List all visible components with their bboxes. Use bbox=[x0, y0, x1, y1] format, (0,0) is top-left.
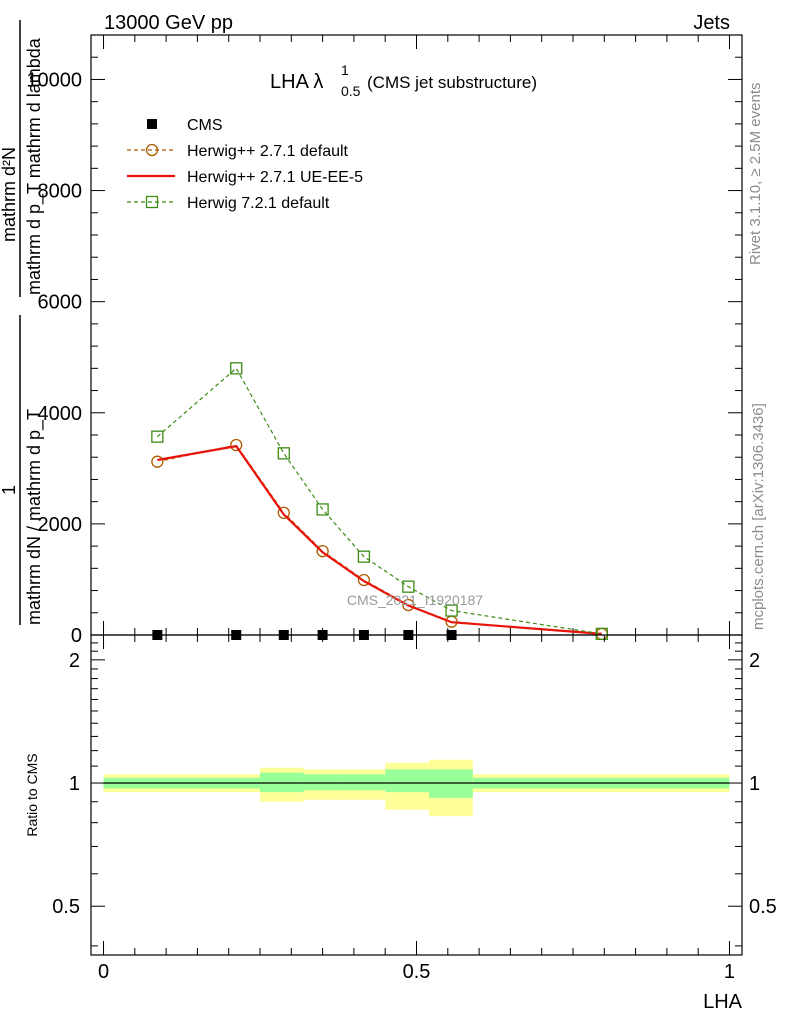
main-y-tick-label: 10000 bbox=[26, 69, 82, 91]
ratio-y-axis-label: Ratio to CMS bbox=[24, 753, 40, 836]
data-point-herwig72 bbox=[277, 447, 290, 460]
main-plot: 0 2000 4000 6000 8000 10000 LHA λ 1 0.5 (CMS … bbox=[0, 20, 743, 647]
energy-label: 13000 GeV pp bbox=[104, 12, 233, 34]
legend-marker-herwig72 bbox=[145, 195, 159, 209]
main-y-tick-label: 8000 bbox=[38, 181, 83, 203]
data-point-herwig72 bbox=[595, 627, 608, 641]
ratio-ticks: 0.5 0.5 1 1 2 2 0 0.5 1 bbox=[52, 635, 777, 983]
process-label: Jets bbox=[693, 12, 730, 34]
data-point-herwig72 bbox=[151, 430, 164, 443]
legend-entry-cms: CMS bbox=[147, 117, 223, 134]
plot-title-superscript: 1 bbox=[341, 62, 349, 78]
legend-marker-herwig-default bbox=[145, 143, 159, 157]
main-y-tick-label: 4000 bbox=[38, 403, 83, 425]
legend-entry-herwig-default: Herwig++ 2.7.1 default bbox=[127, 143, 349, 160]
x-tick-label: 0.5 bbox=[403, 961, 431, 983]
main-y-ticks: 0 2000 4000 6000 8000 10000 bbox=[26, 34, 742, 647]
data-point-herwig72 bbox=[402, 580, 415, 593]
ratio-y-tick-label: 0.5 bbox=[52, 896, 80, 918]
legend-label-herwig-ueee5: Herwig++ 2.7.1 UE-EE-5 bbox=[187, 169, 363, 186]
x-tick-label: 0 bbox=[98, 961, 109, 983]
data-point-herwig_default bbox=[151, 455, 164, 468]
legend-label-herwig72: Herwig 7.2.1 default bbox=[187, 195, 330, 212]
y-label-prefix-numerator: 1 bbox=[0, 485, 19, 495]
ratio-bands bbox=[103, 759, 730, 817]
mcplots-label: mcplots.cern.ch [arXiv:1306.3436] bbox=[750, 403, 767, 630]
legend: CMS Herwig++ 2.7.1 default Herwig++ 2.7.… bbox=[127, 117, 363, 212]
plot-title-main: LHA λ bbox=[270, 71, 323, 93]
legend-entry-herwig-ueee5: Herwig++ 2.7.1 UE-EE-5 bbox=[127, 169, 363, 186]
series-line-herwig_ueee5 bbox=[157, 444, 602, 635]
main-y-tick-label: 0 bbox=[71, 625, 82, 647]
plot-title-suffix: (CMS jet substructure) bbox=[367, 73, 537, 92]
ratio-y-tick-label-right: 0.5 bbox=[749, 896, 777, 918]
data-point-herwig72 bbox=[445, 604, 458, 617]
data-point-herwig72 bbox=[316, 503, 329, 516]
analysis-watermark: CMS_2021_I1920187 bbox=[347, 592, 483, 608]
ratio-y-tick-label-right: 2 bbox=[749, 650, 760, 672]
ratio-y-tick-label-right: 1 bbox=[749, 773, 760, 795]
main-y-tick-label: 2000 bbox=[38, 514, 83, 536]
ratio-band-inner bbox=[303, 774, 342, 791]
plot-title-subscript: 0.5 bbox=[341, 83, 361, 99]
legend-label-herwig-default: Herwig++ 2.7.1 default bbox=[187, 143, 349, 160]
legend-label-cms: CMS bbox=[187, 117, 223, 134]
main-y-axis-label: mathrm dN / mathrm d p_T 1 mathrm d p_T … bbox=[0, 20, 45, 625]
series-line-herwig72 bbox=[156, 367, 602, 635]
y-label-denominator: mathrm d p_T mathrm d lambda bbox=[24, 37, 45, 295]
ratio-y-tick-label: 2 bbox=[69, 650, 80, 672]
legend-marker-cms bbox=[147, 119, 157, 129]
rivet-label: Rivet 3.1.10, ≥ 2.5M events bbox=[747, 83, 764, 266]
ratio-band-inner bbox=[385, 769, 430, 793]
plot-title: LHA λ bbox=[270, 71, 323, 93]
data-point-herwig72 bbox=[357, 550, 371, 563]
ratio-plot: 0.5 0.5 1 1 2 2 0 0.5 1 Ratio to CMS LHA bbox=[24, 634, 777, 1013]
ratio-band-inner bbox=[341, 774, 386, 791]
y-label-prefix-denominator: mathrm dN / mathrm d p_T bbox=[24, 409, 45, 625]
ratio-y-tick-label: 1 bbox=[69, 773, 80, 795]
data-point-herwig72 bbox=[230, 362, 243, 375]
x-tick-label: 1 bbox=[724, 961, 735, 983]
ratio-band-inner bbox=[260, 772, 304, 793]
legend-entry-herwig72: Herwig 7.2.1 default bbox=[127, 195, 330, 212]
x-axis-label: LHA bbox=[703, 991, 743, 1013]
main-y-tick-label: 6000 bbox=[38, 292, 83, 314]
y-label-numerator: mathrm d²N bbox=[0, 147, 19, 242]
